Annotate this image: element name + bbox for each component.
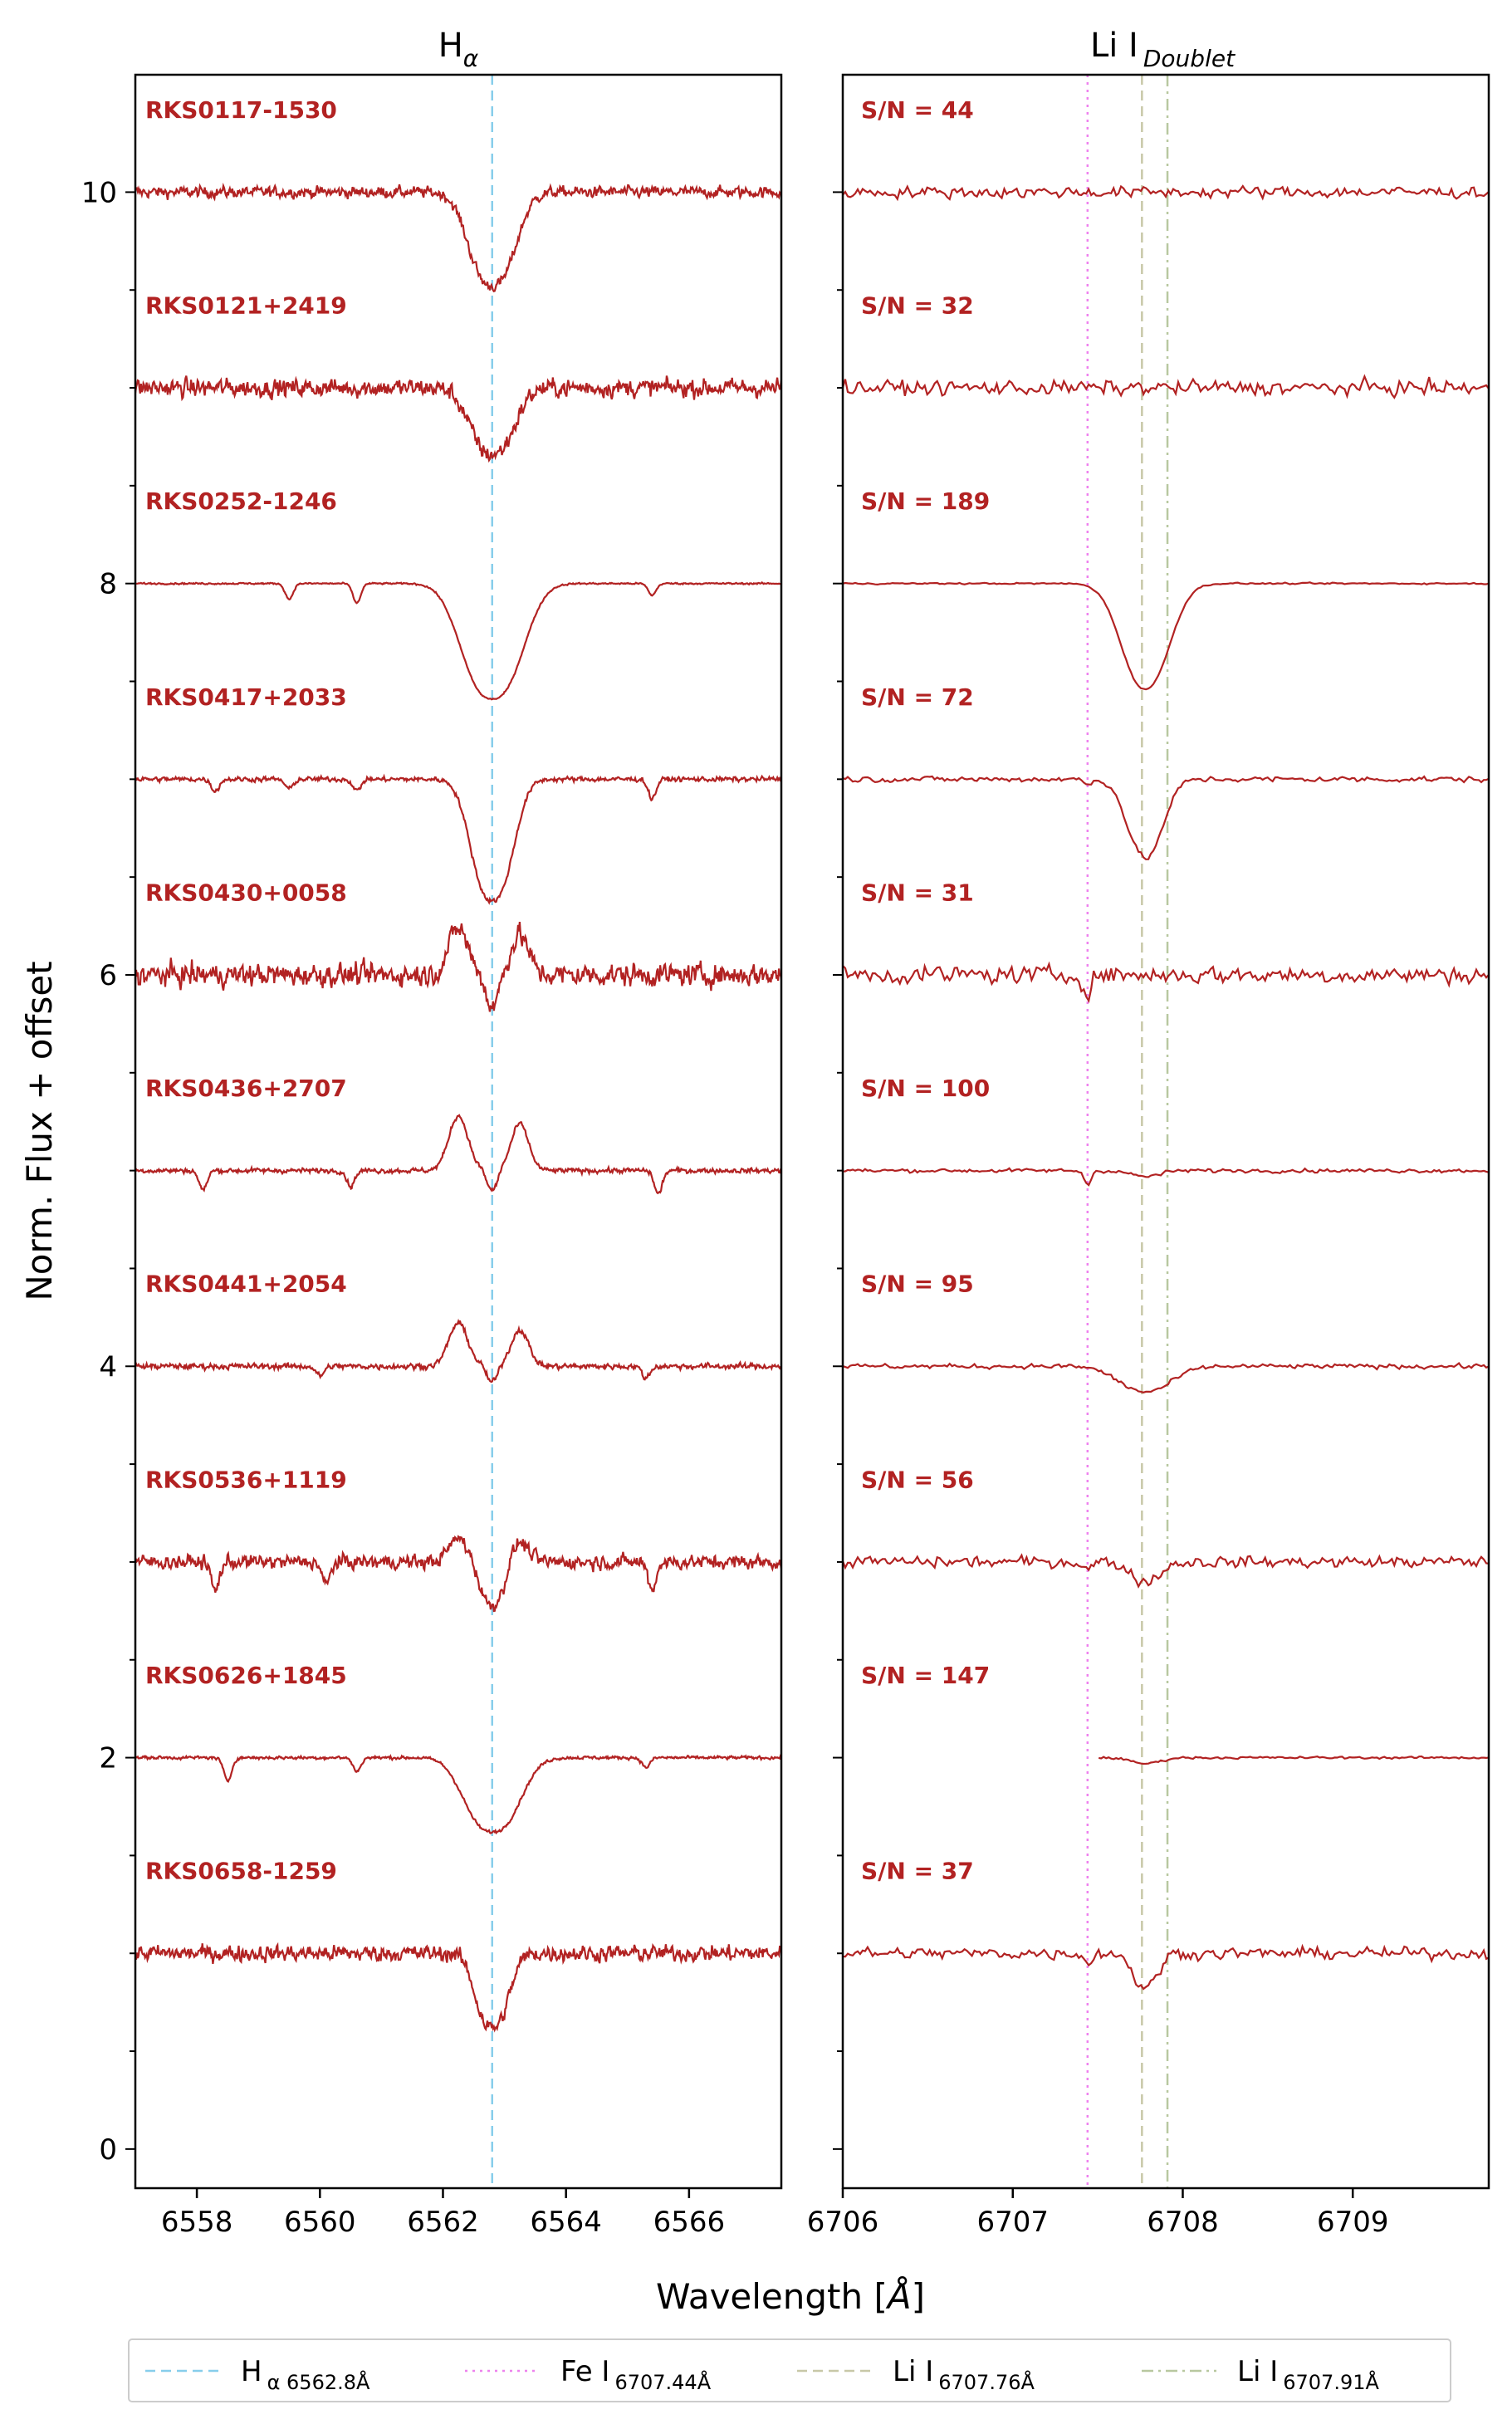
x-tick-label: 6566: [653, 2206, 726, 2239]
spectrum-line: [842, 961, 1490, 1003]
spectrum-line: [841, 374, 1490, 399]
right-spectra: [841, 184, 1490, 1991]
sn-label: S/N = 56: [861, 1466, 974, 1493]
spectrum-line: [135, 773, 783, 905]
li-panel: Li I Doublet S/N = 44S/N = 32S/N = 189S/N…: [807, 27, 1490, 2239]
x-tick-label: 6706: [807, 2206, 879, 2239]
left-axes-frame: [134, 73, 783, 2190]
right-sn-labels: S/N = 44 S/N = 32 S/N = 189 S/N = 72 S/N = 3…: [861, 96, 990, 1885]
left-star-labels: RKS0117-1530 RKS0121+2419 RKS0252-1246 RKS0…: [145, 96, 347, 1885]
y-tick-label: 10: [81, 176, 117, 209]
x-tick-label: 6708: [1147, 2206, 1219, 2239]
right-axes-frame: [841, 73, 1490, 2190]
star-label: RKS0658-1259: [145, 1858, 337, 1885]
legend-entry: Li I 6707.76Å: [893, 2355, 1035, 2394]
sn-label: S/N = 95: [861, 1271, 974, 1298]
sn-label: S/N = 189: [861, 487, 990, 515]
right-ticks: 6706 6707 6708 6709: [807, 191, 1389, 2239]
x-tick-label: 6560: [284, 2206, 356, 2239]
sn-label: S/N = 44: [861, 96, 974, 124]
star-label: RKS0252-1246: [145, 487, 337, 515]
spectrum-line: [135, 1753, 782, 1835]
star-label: RKS0536+1119: [145, 1466, 347, 1493]
y-tick-label: 0: [99, 2133, 117, 2167]
sn-label: S/N = 72: [861, 683, 974, 711]
h-alpha-title: Hα: [438, 27, 479, 72]
sn-label: S/N = 31: [861, 879, 974, 906]
right-reference-lines: [1086, 75, 1169, 2188]
spectrum-line: [135, 580, 781, 701]
spectrum-line: [842, 184, 1490, 202]
spectrum-line: [842, 1167, 1490, 1187]
x-tick-label: 6707: [976, 2206, 1049, 2239]
spectrum-line: [842, 775, 1490, 860]
x-tick-label: 6562: [407, 2206, 479, 2239]
h-alpha-panel: Hα RKS0117-1530RKS0121+2419RKS0252-1246R…: [81, 27, 783, 2239]
spectrum-line: [135, 182, 782, 293]
y-tick-label: 6: [99, 959, 117, 992]
x-tick-label: 6558: [161, 2206, 233, 2239]
y-tick-label: 8: [99, 568, 117, 601]
legend-entry: Li I 6707.91Å: [1237, 2355, 1379, 2394]
star-label: RKS0121+2419: [145, 291, 347, 319]
x-axis-label: Wavelength [Å]: [656, 2275, 925, 2317]
spectrum-line: [135, 1114, 782, 1195]
spectrum-line: [134, 1942, 783, 2033]
star-label: RKS0430+0058: [145, 879, 347, 906]
spectrum-line: [134, 922, 783, 1012]
y-axis-label: Norm. Flux + offset: [19, 961, 60, 1300]
legend-box: [128, 2338, 1451, 2402]
sn-label: S/N = 100: [861, 1075, 990, 1102]
star-label: RKS0117-1530: [145, 96, 337, 124]
spectrum-line: [135, 1318, 782, 1383]
left-spectra: [134, 182, 783, 2033]
y-tick-label: 4: [99, 1350, 117, 1383]
legend-entry: Fe I 6707.44Å: [560, 2355, 712, 2394]
spectrum-line: [134, 1535, 783, 1613]
spectrum-line: [841, 1553, 1490, 1589]
star-label: RKS0441+2054: [145, 1271, 347, 1298]
sn-label: S/N = 147: [861, 1662, 990, 1689]
sn-label: S/N = 32: [861, 291, 974, 319]
star-label: RKS0436+2707: [145, 1075, 347, 1102]
star-label: RKS0417+2033: [145, 683, 347, 711]
sn-label: S/N = 37: [861, 1858, 974, 1885]
spectrum-line: [1098, 1755, 1490, 1765]
y-tick-label: 2: [99, 1742, 117, 1775]
li-title: Li I Doublet: [1090, 27, 1236, 72]
spectrum-line: [842, 1362, 1490, 1393]
star-label: RKS0626+1845: [145, 1662, 347, 1689]
x-tick-label: 6564: [530, 2206, 602, 2239]
spectrum-line: [842, 581, 1490, 691]
spectrum-line: [134, 375, 783, 463]
spectrum-line: [842, 1943, 1490, 1991]
x-tick-label: 6709: [1317, 2206, 1389, 2239]
left-ticks: 6558 6560 6562 6564 6566 0 2 4 6 8 10: [81, 176, 725, 2239]
